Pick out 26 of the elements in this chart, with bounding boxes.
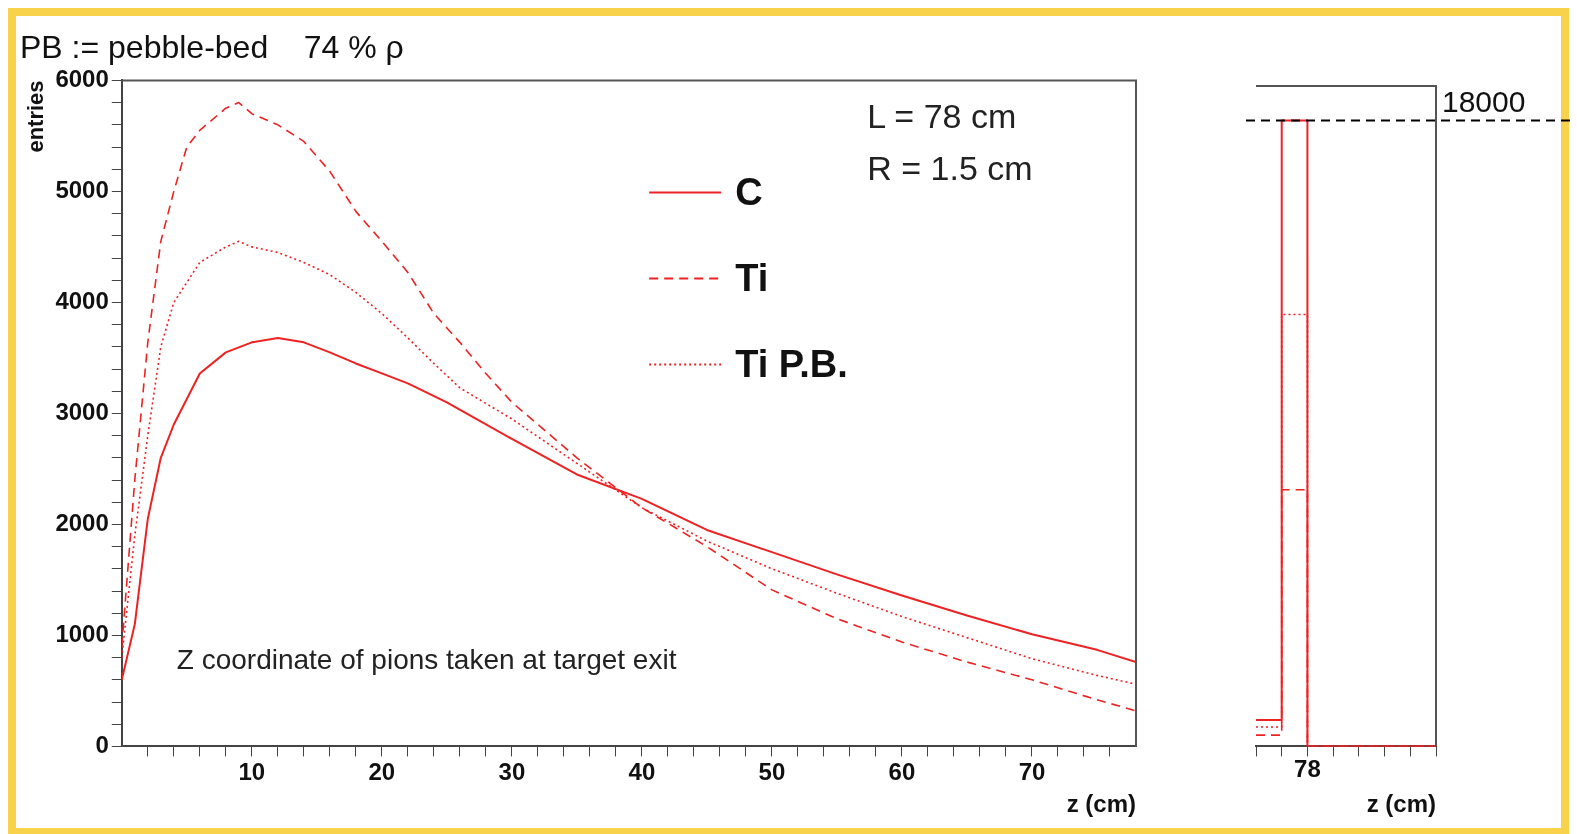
legend-label: Ti P.B. [735,342,848,385]
x-tick-label: 70 [1018,758,1046,786]
x-axis-title: z (cm) [1066,790,1136,818]
y-tick-label: 1000 [55,620,109,648]
y-tick-label: 4000 [55,287,109,315]
x-axis-title: z (cm) [1366,790,1436,818]
y-tick-label: 6000 [55,65,109,93]
x-tick-label: 40 [628,758,656,786]
chart-title: PB := pebble-bed 74 % ρ [20,29,404,66]
x-tick-label: 20 [368,758,396,786]
x-tick-label: 60 [888,758,916,786]
annotation: R = 1.5 cm [867,148,1033,187]
x-tick-label: 50 [758,758,786,786]
y-axis-title: entries [23,80,49,153]
x-tick-label: 30 [498,758,526,786]
annotation: Z coordinate of pions taken at target exit [176,644,677,676]
text: 18000 [1442,84,1526,118]
y-tick-label: 2000 [55,509,109,537]
x-tick-label: 10 [238,758,266,786]
y-tick-label: 5000 [55,176,109,204]
text: 78 [1294,755,1321,783]
legend-label: C [735,170,763,213]
legend-label: Ti [735,256,769,299]
annotation: L = 78 cm [867,96,1017,135]
y-tick-label: 0 [95,731,109,759]
y-tick-label: 3000 [55,398,109,426]
